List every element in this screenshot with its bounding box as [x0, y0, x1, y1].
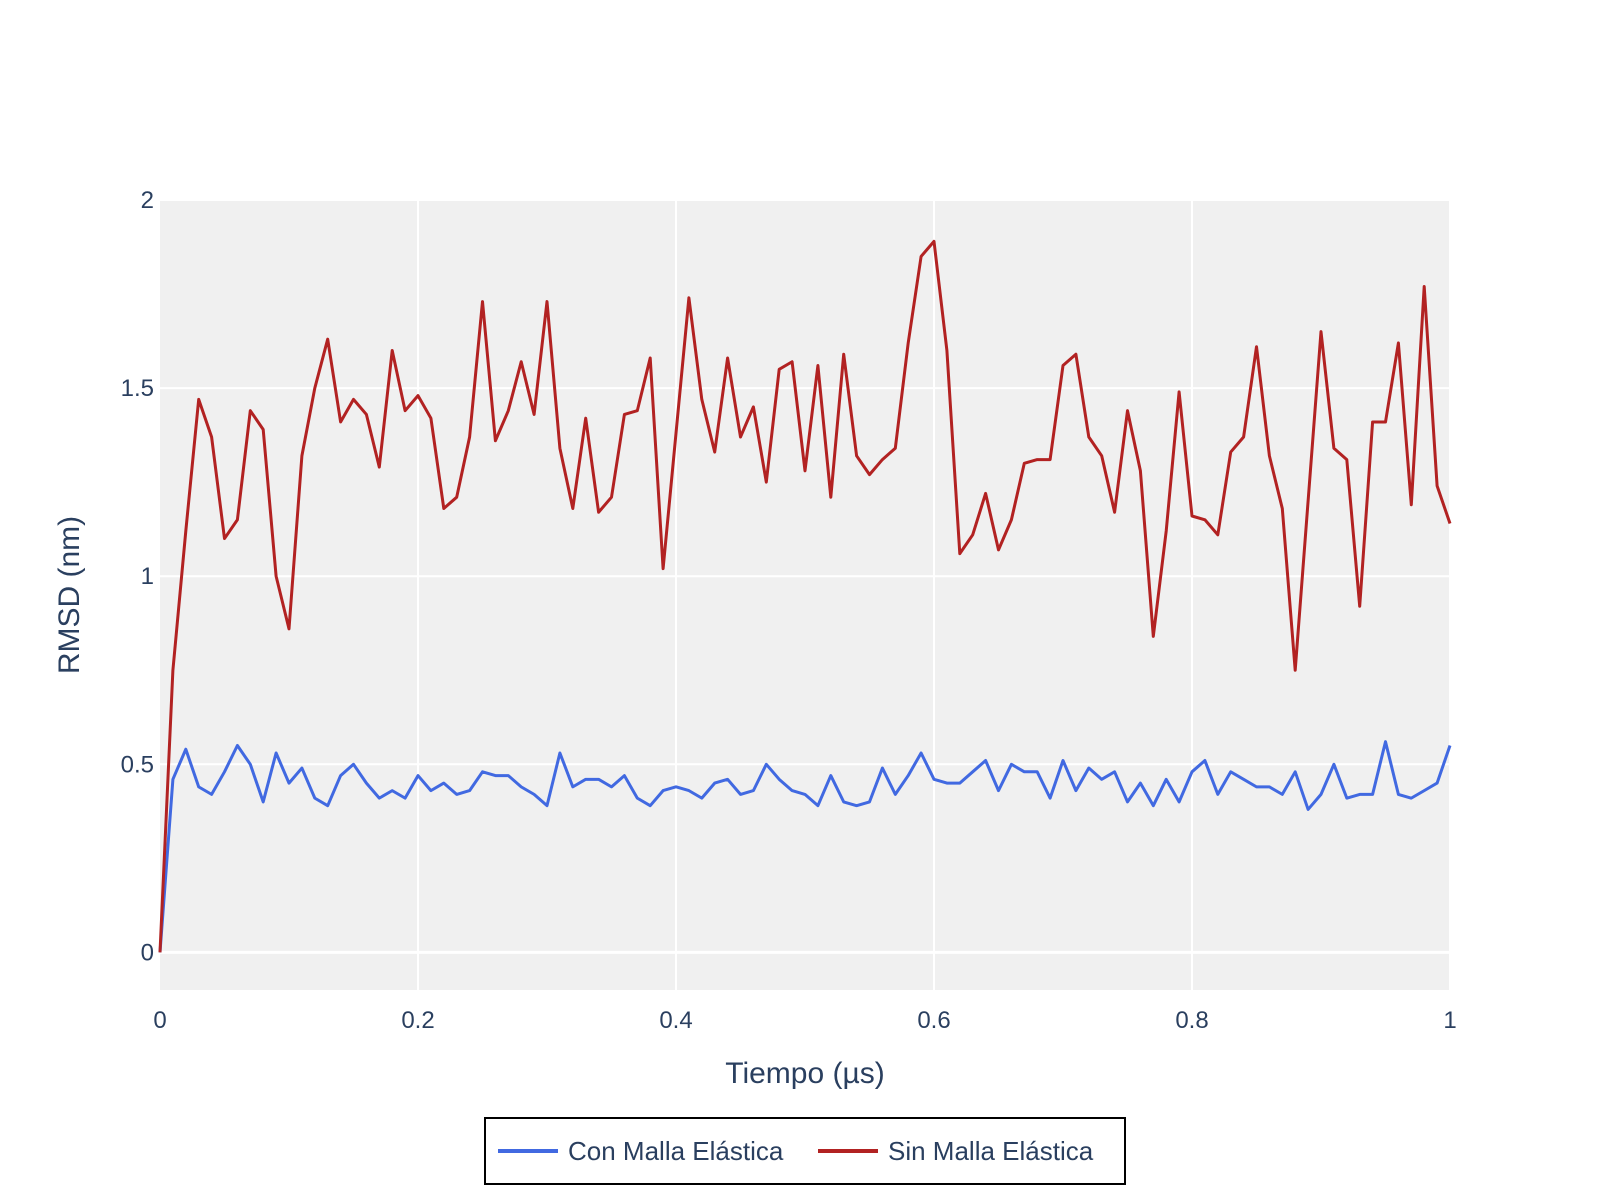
y-axis-title: RMSD (nm)	[53, 516, 86, 674]
y-tick-label: 1.5	[121, 375, 154, 402]
legend-box	[484, 1117, 1126, 1185]
series-line-con-malla	[158, 740, 1452, 953]
x-tick-label: 0.8	[1175, 1007, 1208, 1034]
legend-label-con-malla: Con Malla Elástica	[568, 1136, 784, 1166]
grid-lines	[160, 199, 1451, 990]
series-lines	[158, 239, 1452, 953]
x-tick-label: 0.6	[917, 1007, 950, 1034]
legend-label-sin-malla: Sin Malla Elástica	[888, 1136, 1094, 1166]
x-axis-title: Tiempo (µs)	[725, 1057, 885, 1090]
plot-background	[160, 200, 1450, 990]
series-line-sin-malla	[158, 239, 1452, 953]
tick-labels: 0 0.2 0.4 0.6 0.8 1 0 0.5 1 1.5 2	[121, 187, 1457, 1034]
x-tick-label: 1	[1443, 1007, 1456, 1034]
y-tick-label: 2	[141, 187, 154, 214]
y-tick-label: 0	[141, 939, 154, 966]
x-tick-label: 0	[153, 1007, 166, 1034]
x-tick-label: 0.4	[659, 1007, 692, 1034]
y-tick-label: 0.5	[121, 751, 154, 778]
y-tick-label: 1	[141, 563, 154, 590]
legend: Con Malla Elástica Sin Malla Elástica	[484, 1117, 1126, 1185]
x-tick-label: 0.2	[401, 1007, 434, 1034]
